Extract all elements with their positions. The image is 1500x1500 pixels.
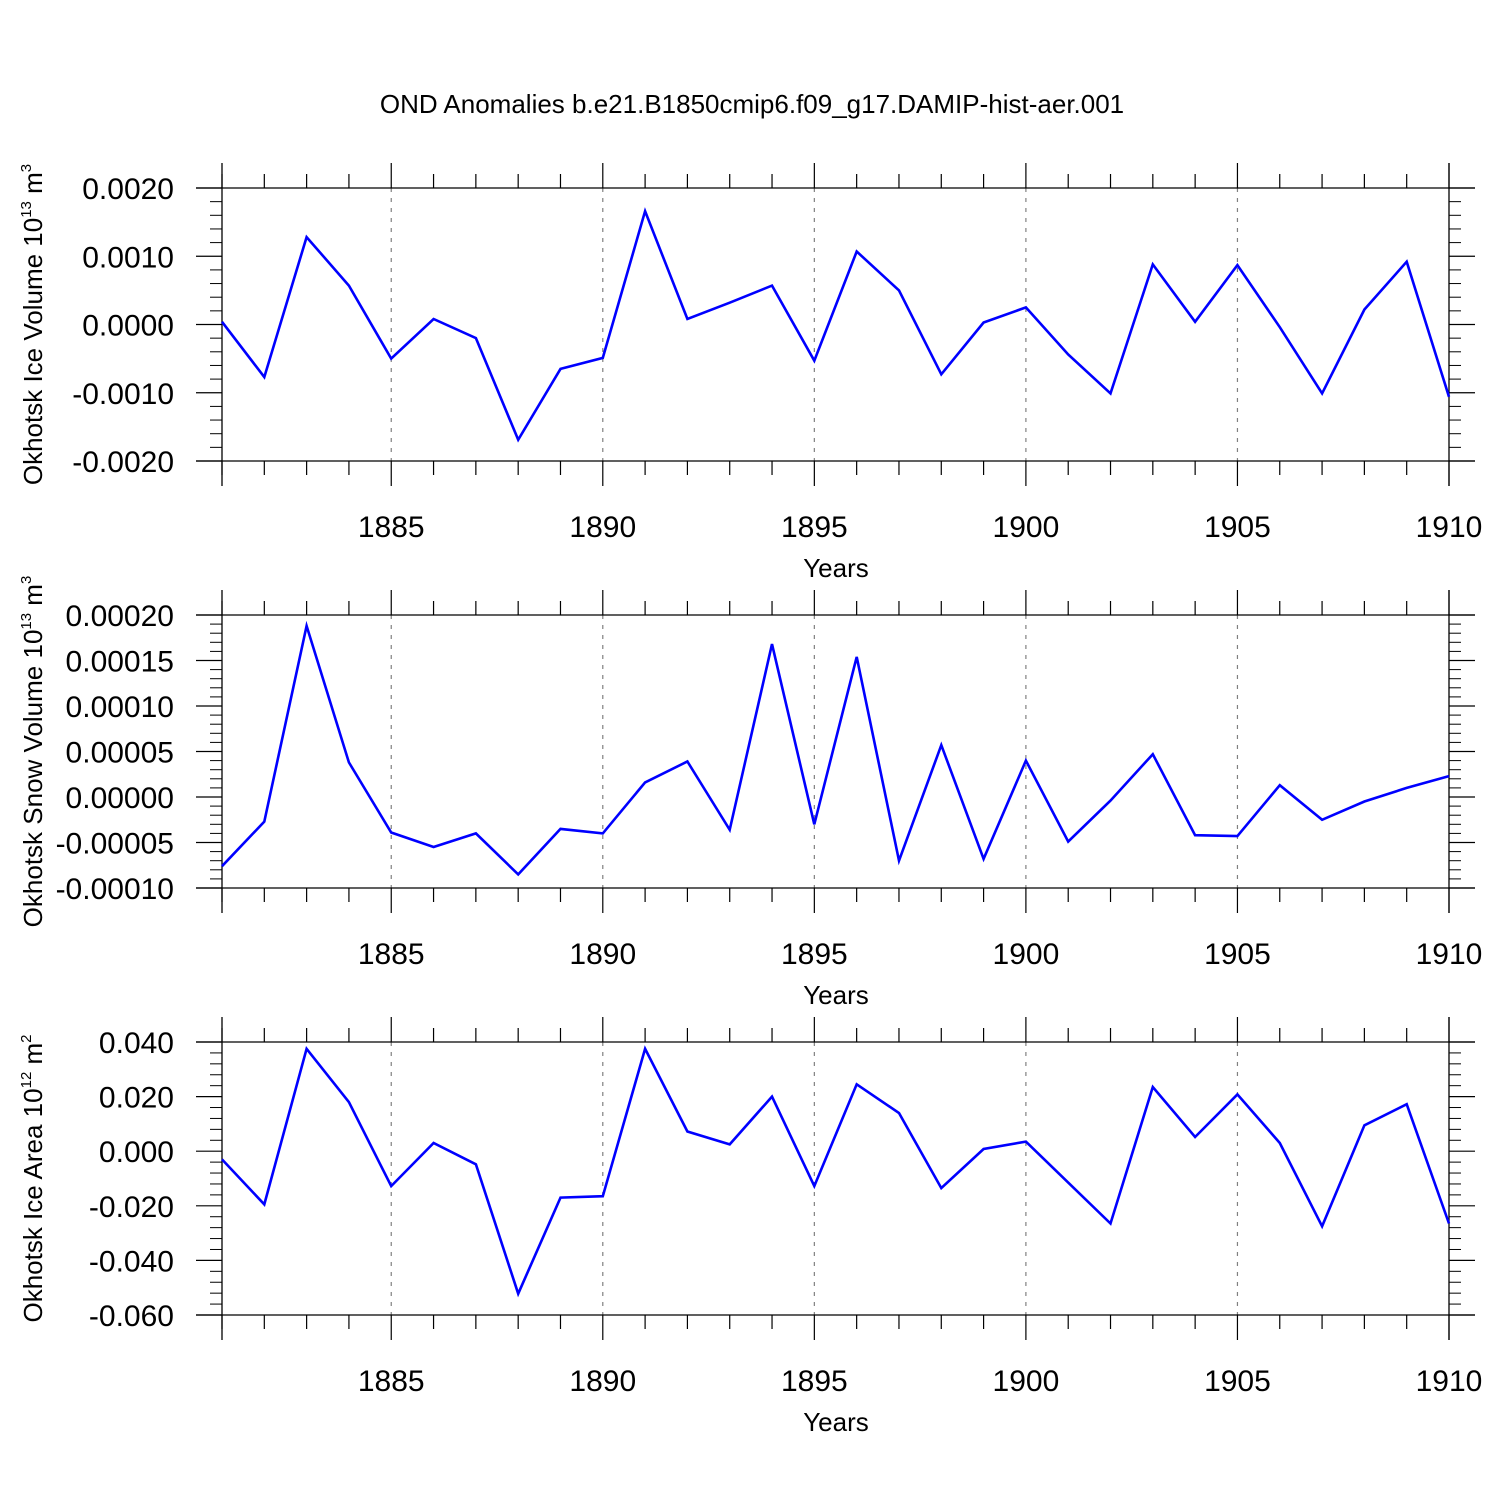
chart-title: OND Anomalies b.e21.B1850cmip6.f09_g17.D… <box>380 89 1124 119</box>
y-tick-label: -0.0010 <box>72 378 174 411</box>
y-tick-label: 0.000 <box>99 1136 174 1169</box>
x-tick-label: 1895 <box>781 511 848 544</box>
series-line <box>220 207 1451 443</box>
x-tick-label: 1905 <box>1204 511 1271 544</box>
y-tick-label: 0.0010 <box>82 241 174 274</box>
x-tick-label: 1910 <box>1416 938 1483 971</box>
panel-1: 0.0020 0.0010 0.0000 -0.0010 -0.0020 1885 1890… <box>18 163 1482 583</box>
x-tick-label: 1900 <box>993 511 1060 544</box>
y-tick-label: 0.0000 <box>82 310 174 343</box>
panels: 0.0020 0.0010 0.0000 -0.0010 -0.0020 1885 1890… <box>18 163 1482 1437</box>
x-tick-label: 1890 <box>569 938 636 971</box>
y-tick-label: 0.00000 <box>66 782 174 815</box>
x-tick-label: 1905 <box>1204 938 1271 971</box>
x-tick-label: 1885 <box>358 511 425 544</box>
y-axis-label: Okhotsk Ice Area 1012 m2 <box>18 1034 48 1322</box>
y-tick-label: -0.00005 <box>56 828 174 861</box>
y-tick-label: -0.0020 <box>72 446 174 479</box>
y-tick-label: 0.00015 <box>66 646 174 679</box>
x-tick-label: 1895 <box>781 938 848 971</box>
y-tick-label: -0.040 <box>89 1245 174 1278</box>
x-tick-label: 1890 <box>569 1365 636 1398</box>
x-tick-label: 1890 <box>569 511 636 544</box>
y-axis-label: Okhotsk Snow Volume 1013 m3 <box>18 576 48 928</box>
y-tick-label: -0.00010 <box>56 873 174 906</box>
x-tick-label: 1895 <box>781 1365 848 1398</box>
x-tick-label: 1885 <box>358 1365 425 1398</box>
x-tick-label: 1910 <box>1416 511 1483 544</box>
series-line <box>221 1045 1451 1298</box>
y-tick-label: 0.020 <box>99 1082 174 1115</box>
series-line <box>221 620 1450 877</box>
y-tick-label: 0.040 <box>99 1027 174 1060</box>
panel-3: 0.040 0.020 0.000 -0.020 -0.040 -0.060 1885 189… <box>18 1017 1482 1437</box>
x-tick-label: 1905 <box>1204 1365 1271 1398</box>
x-axis-label: Years <box>803 1407 869 1437</box>
y-axis-label: Okhotsk Ice Volume 1013 m3 <box>18 164 48 485</box>
x-tick-label: 1900 <box>993 1365 1060 1398</box>
x-axis-label: Years <box>803 980 869 1010</box>
y-tick-label: 0.00005 <box>66 737 174 770</box>
y-tick-label: 0.0020 <box>82 173 174 206</box>
y-tick-label: -0.060 <box>89 1300 174 1333</box>
x-tick-label: 1900 <box>993 938 1060 971</box>
x-axis-label: Years <box>803 553 869 583</box>
y-tick-label: 0.00020 <box>66 600 174 633</box>
x-tick-label: 1910 <box>1416 1365 1483 1398</box>
panel-2: 0.00020 0.00015 0.00010 0.00005 0.00000 -0.00… <box>18 576 1482 1010</box>
y-tick-label: 0.00010 <box>66 691 174 724</box>
y-tick-label: -0.020 <box>89 1191 174 1224</box>
x-tick-label: 1885 <box>358 938 425 971</box>
